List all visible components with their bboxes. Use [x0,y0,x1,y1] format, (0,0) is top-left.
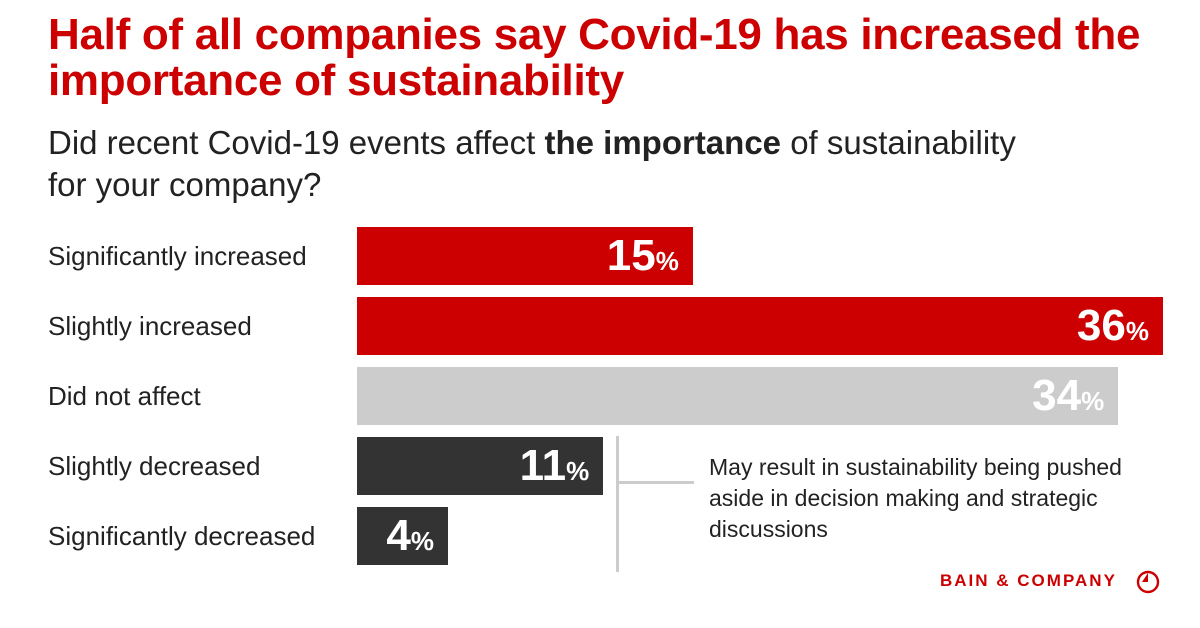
bain-logo-text: BAIN & COMPANY [940,571,1117,590]
category-label: Significantly increased [48,241,307,271]
chart-title: Half of all companies say Covid-19 has i… [48,10,1141,105]
category-label: Slightly decreased [48,451,261,481]
bar: 15% [357,227,693,285]
category-label: Did not affect [48,381,201,411]
bain-logo-icon [1136,570,1160,594]
category-label: Slightly increased [48,311,252,341]
annotation-bracket-horizontal [618,481,694,484]
bar: 11% [357,437,604,495]
annotation-bracket-vertical [616,436,619,572]
bar: 34% [357,367,1119,425]
annotation-text: May result in sustainability being pushe… [709,454,1122,542]
bar: 4% [357,507,448,565]
category-label: Significantly decreased [48,521,316,551]
data-label: 4% [386,511,434,560]
bar: 36% [357,297,1163,355]
data-label: 36% [1076,301,1149,350]
chart-subtitle: Did recent Covid-19 events affect the im… [48,122,1048,206]
data-label: 34% [1032,371,1105,420]
subtitle-part: of sustainability for your company? [48,124,1016,203]
subtitle-part: Did recent Covid-19 events affect [48,124,545,161]
subtitle-emphasis: the importance [544,124,782,161]
data-label: 15% [606,231,679,280]
data-label: 11% [519,441,590,490]
